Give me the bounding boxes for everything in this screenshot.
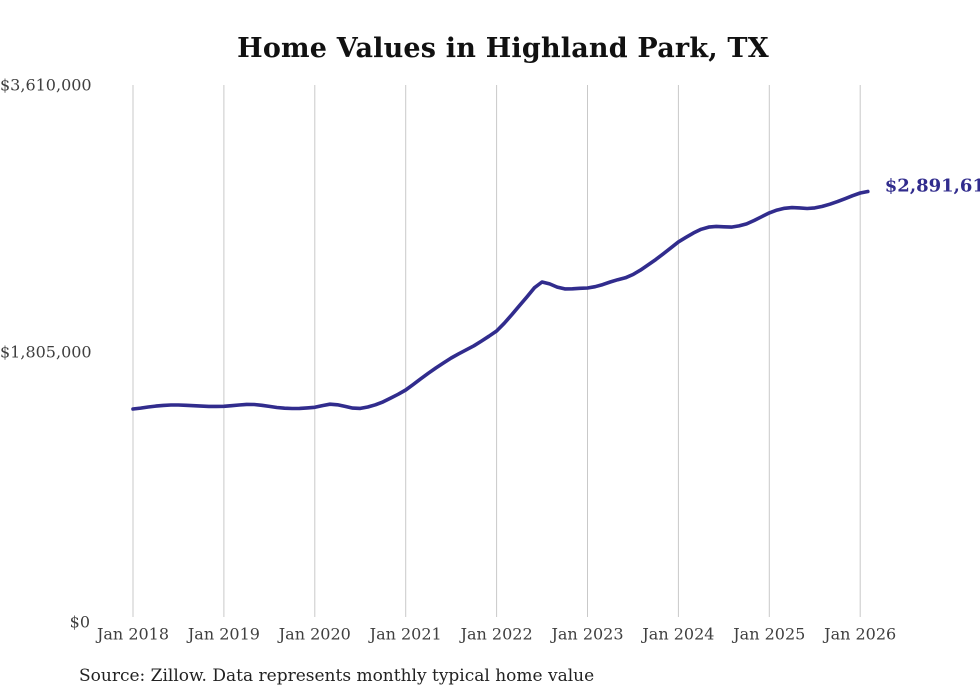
x-axis-tick-jan-2026: Jan 2026 bbox=[824, 624, 897, 644]
y-axis-tick-zero: $0 bbox=[69, 612, 90, 632]
x-axis-tick-jan-2022: Jan 2022 bbox=[460, 624, 533, 644]
x-axis-tick-jan-2020: Jan 2020 bbox=[278, 624, 351, 644]
home-value-line-series bbox=[131, 189, 870, 411]
x-axis-tick-jan-2018: Jan 2018 bbox=[96, 624, 170, 644]
current-value-label: $2,891,619 bbox=[884, 175, 980, 197]
y-axis-tick-max: $3,610,000 bbox=[0, 75, 92, 95]
source-attribution: Source: Zillow. Data represents monthly … bbox=[79, 666, 595, 686]
x-axis-tick-jan-2025: Jan 2025 bbox=[733, 624, 806, 644]
x-axis-tick-jan-2024: Jan 2024 bbox=[642, 624, 715, 644]
x-axis-tick-jan-2021: Jan 2021 bbox=[369, 624, 442, 644]
vertical-gridlines bbox=[132, 85, 861, 617]
chart-title: Home Values in Highland Park, TX bbox=[237, 33, 769, 64]
x-axis-tick-jan-2019: Jan 2019 bbox=[187, 624, 260, 644]
x-axis-tick-jan-2023: Jan 2023 bbox=[551, 624, 624, 644]
y-axis-tick-mid: $1,805,000 bbox=[0, 342, 92, 362]
